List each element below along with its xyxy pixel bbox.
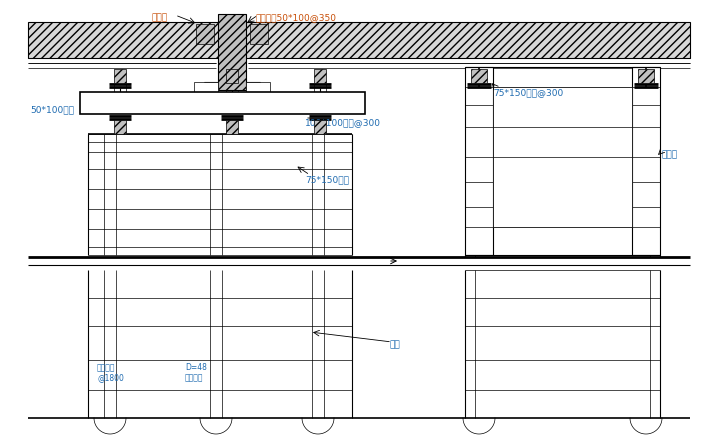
Bar [218,14,246,90]
Text: 门架: 门架 [390,340,401,349]
Bar [226,69,238,83]
Bar [493,87,632,227]
Bar [471,69,487,83]
Text: D=48: D=48 [185,363,207,372]
Text: 立档方木50*100@350: 立档方木50*100@350 [255,13,336,22]
Bar [314,120,326,134]
Text: 胶合板: 胶合板 [152,13,168,22]
Bar [28,22,690,58]
Bar [226,120,238,134]
Bar [465,67,493,255]
Text: 半门架: 半门架 [662,150,678,159]
Bar [246,82,270,92]
Bar [196,24,214,44]
Bar [314,69,326,83]
Text: 50*100方木: 50*100方木 [30,105,74,114]
Bar [632,67,660,255]
Bar [114,69,126,83]
Bar [194,82,218,92]
Text: 75*150方木@300: 75*150方木@300 [493,88,563,97]
Bar [80,92,365,114]
Text: 100*100方木@300: 100*100方木@300 [305,118,381,127]
Text: @1800: @1800 [97,373,124,382]
Bar [250,24,268,44]
Text: 75*150方木: 75*150方木 [305,175,349,184]
Bar [114,120,126,134]
Text: 钢管立杆: 钢管立杆 [185,373,203,382]
Bar [638,69,654,83]
Text: 水平钢管: 水平钢管 [97,363,115,372]
